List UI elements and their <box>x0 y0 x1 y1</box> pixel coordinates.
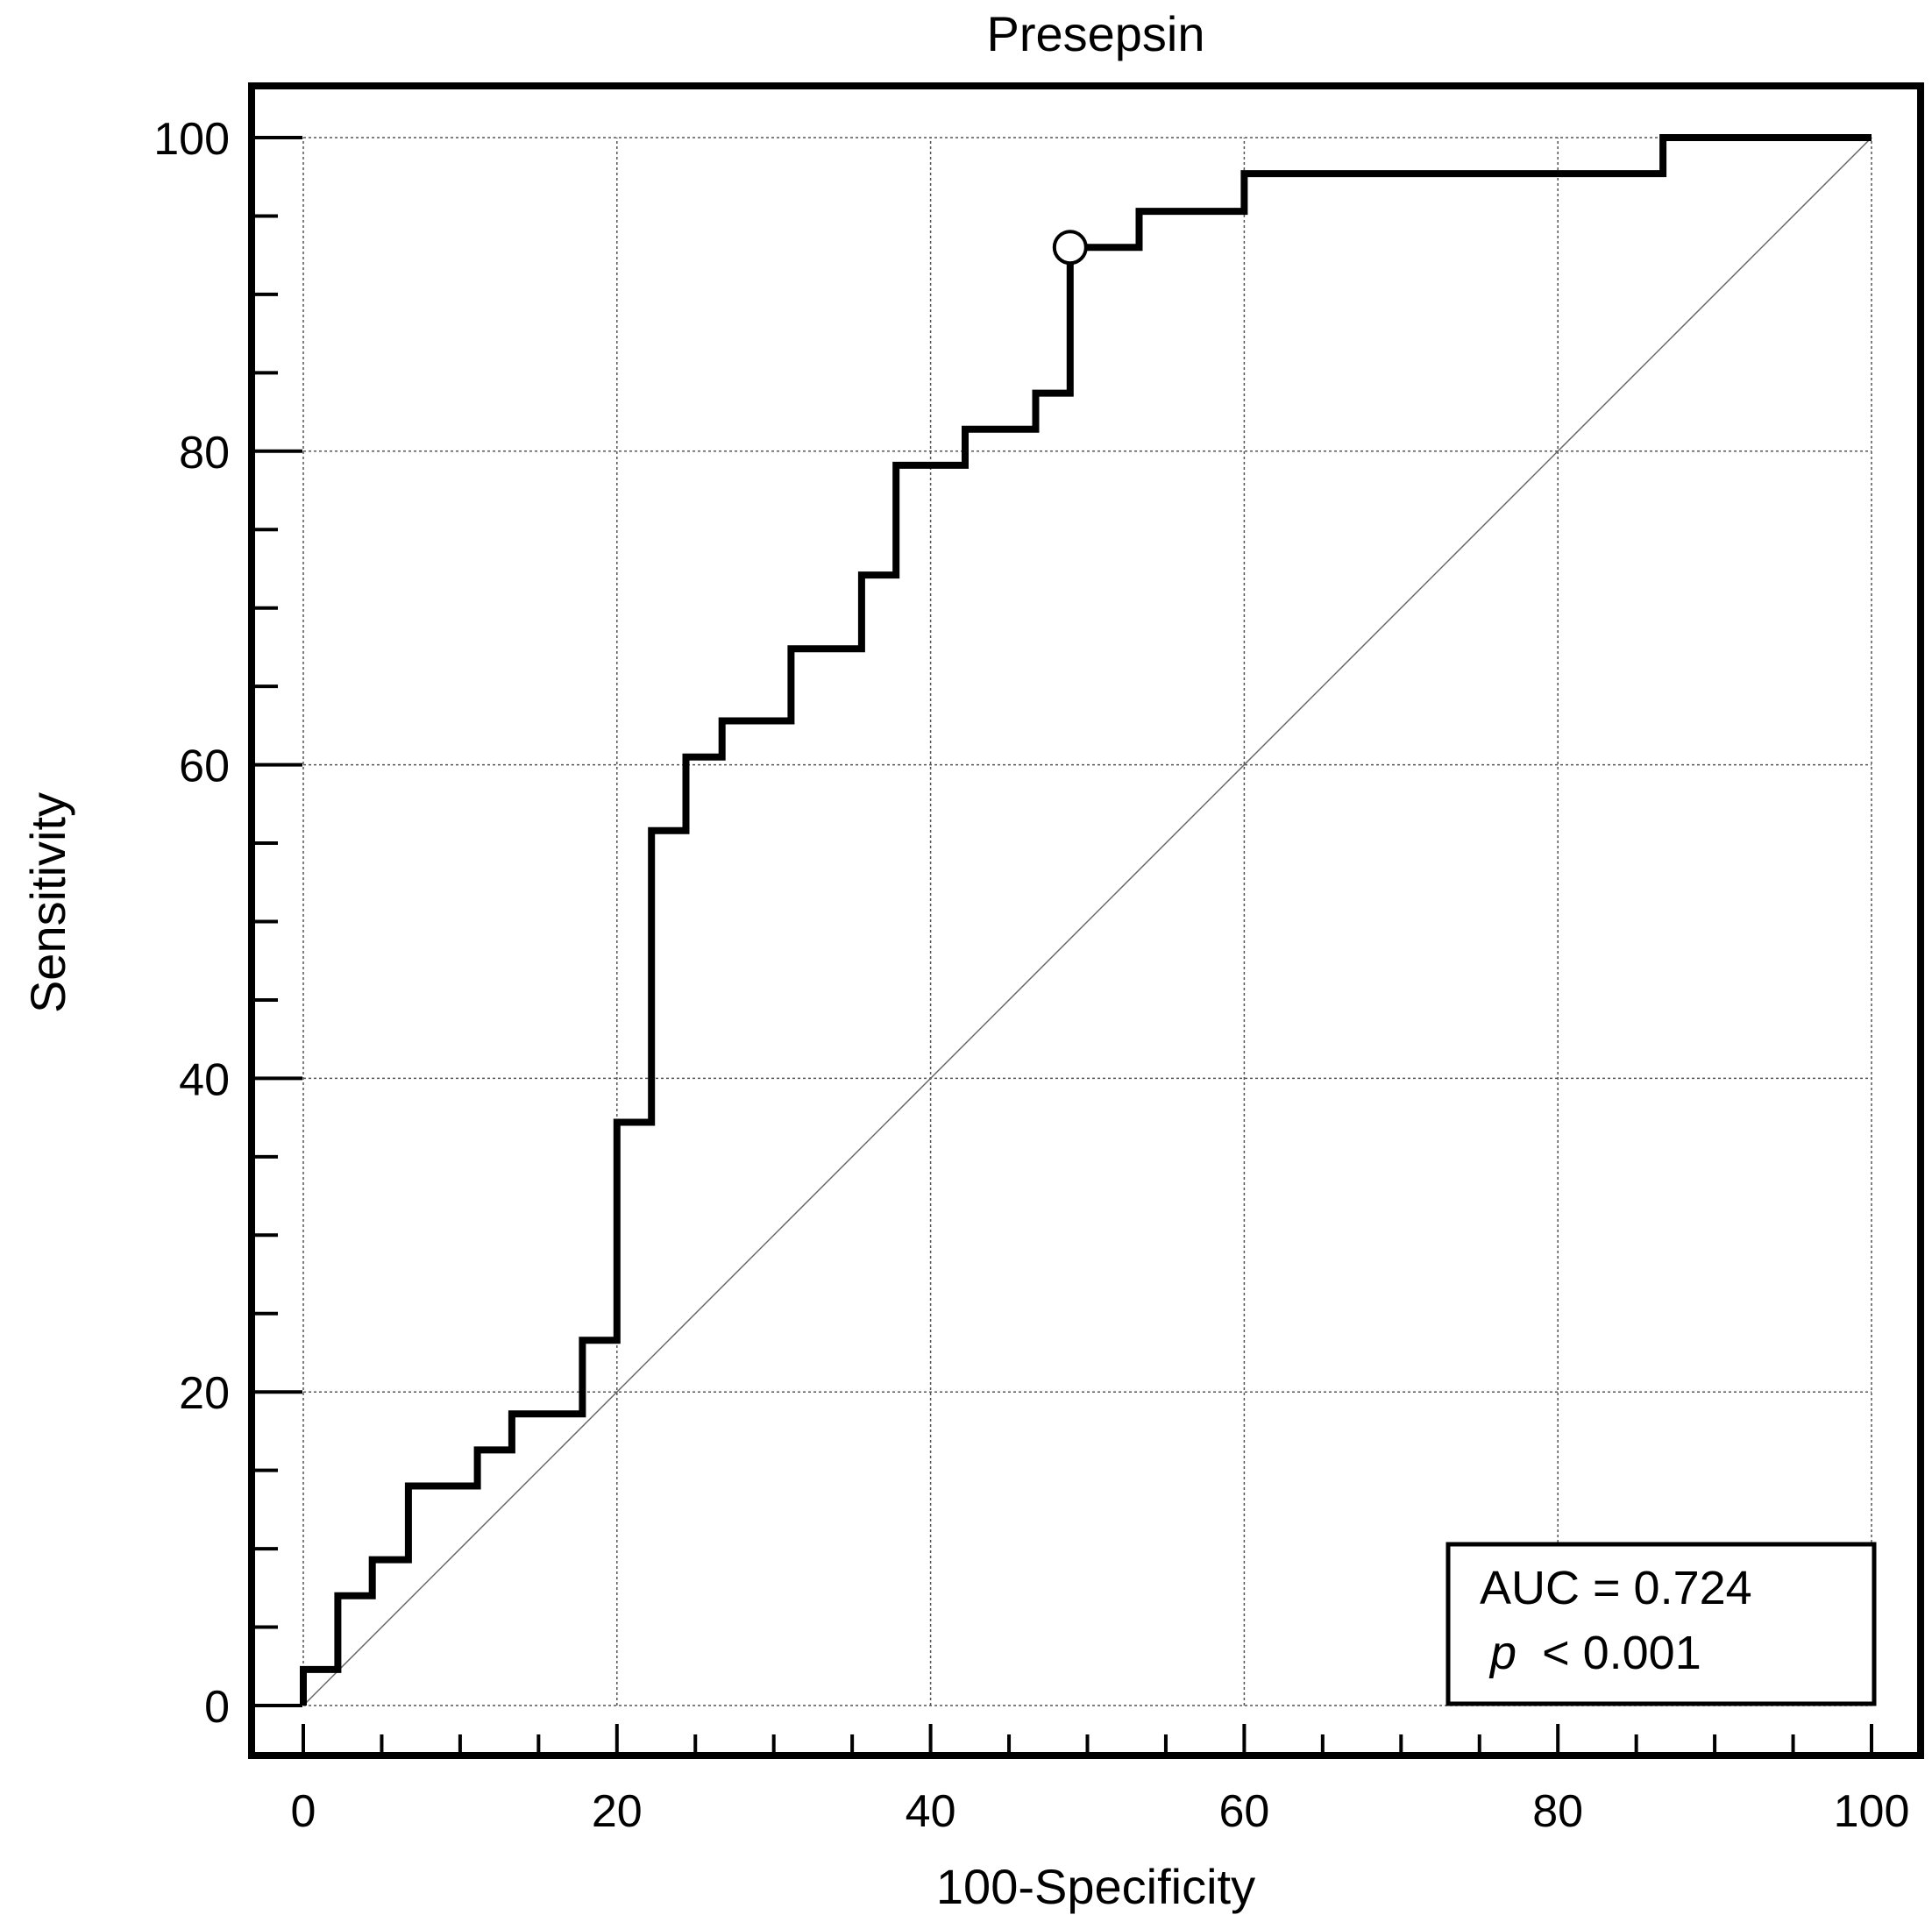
x-tick-labels: 0 20 40 60 80 100 <box>291 1786 1910 1837</box>
roc-curve-line <box>300 134 1872 1706</box>
plot-frame <box>248 82 1924 1759</box>
annotation-frame <box>1445 1542 1877 1706</box>
p-symbol: p <box>1488 1627 1516 1679</box>
y-tick-label: 0 <box>204 1682 230 1733</box>
x-tick-label: 80 <box>1532 1786 1583 1837</box>
x-tick-label: 0 <box>291 1786 316 1837</box>
auc-text: AUC = 0.724 <box>1480 1562 1752 1614</box>
y-tick-label: 80 <box>179 428 230 479</box>
annotation-box: AUC = 0.724 p < 0.001 <box>1445 1542 1877 1706</box>
y-tick-labels: 0 20 40 60 80 100 <box>153 114 230 1733</box>
chart-title: Presepsin <box>986 6 1204 61</box>
x-tick-label: 100 <box>1834 1786 1910 1837</box>
y-tick-label: 100 <box>153 114 230 165</box>
svg-text:p < 0.001: p < 0.001 <box>1488 1627 1701 1679</box>
x-axis-label: 100-Specificity <box>936 1859 1255 1914</box>
x-tick-label: 40 <box>906 1786 956 1837</box>
reference-diagonal-line <box>302 137 1872 1706</box>
p-value-text: < 0.001 <box>1542 1627 1701 1679</box>
y-tick-label: 20 <box>179 1368 230 1419</box>
y-tick-label: 60 <box>179 741 230 792</box>
y-axis-label: Sensitivity <box>20 792 75 1013</box>
optimal-cutoff-marker <box>1052 230 1088 266</box>
x-tick-label: 60 <box>1218 1786 1269 1837</box>
x-tick-label: 20 <box>592 1786 643 1837</box>
y-tick-label: 40 <box>179 1054 230 1105</box>
